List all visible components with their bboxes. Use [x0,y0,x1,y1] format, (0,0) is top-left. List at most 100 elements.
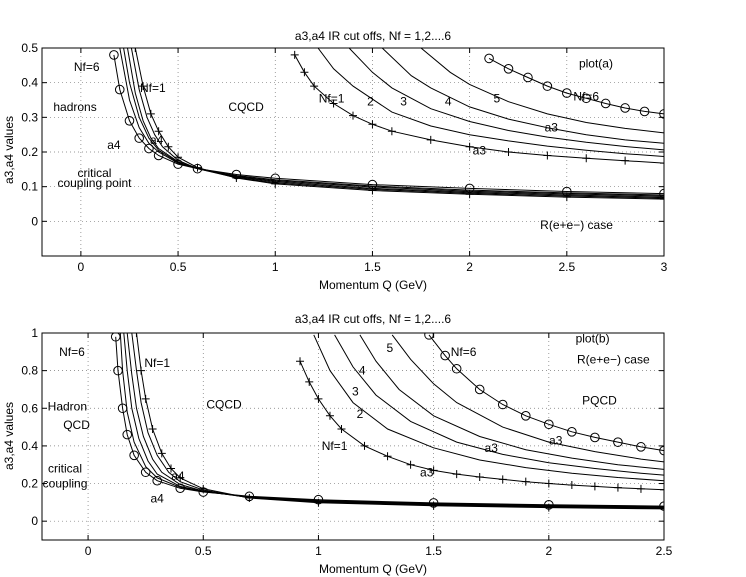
plot-b-annotation-9: 5 [387,341,394,355]
plot-a-series-a4-nf-6-point-5 [153,150,164,161]
plot-b-series-a3-nf-3-line [334,334,664,476]
plot-a-annotation-17: R(e+e−) case [540,218,613,232]
plot-a-xtick-label-3: 1.5 [364,260,381,274]
plot-b-series-a4-nf-1-point-7 [199,484,208,493]
plot-a-series-a3-nf-6-point-6 [600,98,611,109]
plot-b-series-a4-nf-6-point-13 [659,501,664,511]
plot-b-xtick-label-4: 2 [545,544,552,558]
plot-a-series-a3-nf-6-point-7 [620,103,630,113]
plot-a-series-a4-nf-6-point-1 [114,84,125,95]
plot-a-series-a4-nf-6-point-13 [659,188,664,199]
plot-b-series-a4-nf-6-point-3 [122,429,133,440]
plot-a-title: a3,a4 IR cut offs, Nf = 1,2....6 [295,29,452,43]
plot-a-series-a4-nf-1-point-11 [562,193,571,202]
plot-b-series-a3-nf-1-point-10 [475,472,484,481]
plot-a-annotation-6: a4 [150,133,164,147]
plot-b-series-a4-nf-1-point-3 [148,424,157,433]
plot-b-ytick-label-2: 0.4 [21,439,38,453]
plot-a-annotation-5: a4 [107,138,121,152]
plot-b-annotation-12: 2 [357,407,364,421]
plot-b-xtick-label-5: 2.5 [656,544,673,558]
plot-a-series-a3-nf-1-point-5 [368,120,377,129]
plot-b-annotation-2: Hadron [48,399,87,413]
plot-b-series-a3-nf-4-line [359,334,664,470]
plot-a-series-a3-nf-1-point-7 [426,135,435,144]
plot-a-ytick-label-4: 0.4 [21,76,38,90]
plot-a-ytick-label-3: 0.3 [21,110,38,124]
plot-b-series-a4-nf-6-point-5 [140,467,151,478]
plot-b-series-a3-nf-1-point-11 [498,475,507,484]
plot-a-annotation-15: a3 [545,121,559,135]
plot-b-series-a3-nf-2-line [313,334,664,482]
plot-a-series-a4-nf-6-point-4 [144,143,154,154]
plot-a-series-a3-nf-6-point-3 [542,81,553,91]
plot-b-series-a3-nf-1-point-4 [337,424,346,433]
plot-a-xtick-label-0: 0 [78,260,85,274]
plot-a-series-a3-nf-6-point-5 [581,93,592,104]
plot-b-xtick-label-0: 0 [85,544,92,558]
plot-a-xtick-label-5: 2.5 [558,260,575,274]
plot-b-annotation-11: 3 [352,384,359,398]
plot-a-series-a3-nf-6-line [488,57,664,115]
plot-a-series-a3-nf-1-point-11 [582,154,591,163]
plot-a-xtick-label-1: 0.5 [170,260,187,274]
plot-a-series-a3-nf-6-point-4 [562,88,572,98]
plot-a-series-a4-nf-1-point-10 [465,190,474,199]
plot-b-series-a4-nf-1-point-6 [176,473,185,482]
plot-b-ytick-label-1: 0.2 [21,477,38,491]
plot-a-series-a4-nf-1-point-8 [271,179,280,188]
plot-b-series-a3-nf-6-point-6 [544,419,554,430]
plot-b-annotation-16: R(e+e−) case [577,352,650,366]
plot-b-series-a4-nf-1-point-2 [141,394,150,403]
plot-b-series-a3-nf-1-point-8 [429,466,438,475]
plot-a-series-a4-nf-1-point-9 [368,186,377,195]
plot-b-annotation-3: QCD [63,418,90,432]
plot-b-series-a4-nf-6-point-0 [110,333,121,342]
plot-a-series-a4-nf-1-line [134,48,664,200]
plot-b-series-a3-nf-6-point-10 [636,442,646,452]
plot-b-series-a3-nf-1-point-17 [636,484,645,493]
plot-b-series-a3-nf-6-point-4 [497,399,508,410]
plot-b-series-a4-nf-1-point-11 [544,503,553,512]
plot-b-series-a3-nf-1-point-16 [613,483,622,492]
plot-a-annotation-8: coupling point [57,176,132,190]
plot-a-series-a3-nf-1-point-12 [621,156,630,165]
plot-b-series-a3-nf-6-point-5 [520,411,531,421]
plot-a-annotation-10: 2 [367,95,374,109]
plot-b-series-a3-nf-6-point-3 [474,384,485,395]
plot-b-annotation-18: a3 [485,441,499,455]
plot-a-annotation-0: plot(a) [579,57,613,71]
plot-b-series-a4-nf-1-point-0 [132,333,141,337]
plot-a-annotation-3: hadrons [53,100,96,114]
plot-b-series-a3-nf-1-point-9 [452,470,461,479]
plot-b-series-a4-nf-6-point-4 [129,450,139,461]
plot-a-annotation-1: Nf=6 [74,60,100,74]
plot-a-series-a4-nf-1-point-1 [139,82,148,91]
plot-a-ytick-label-1: 0.1 [21,180,38,194]
plot-b-series-a3-nf-1-point-2 [314,394,323,403]
plot-a-series-a3-nf-6-point-1 [503,64,514,74]
plot-a-annotation-13: 5 [493,91,500,105]
plot-b-panel: a3,a4 IR cut offs, Nf = 1,2....6 Momentu… [2,312,673,576]
plot-a-annotation-12: 4 [445,95,452,109]
plot-a-series-a3-nf-6-point-8 [639,106,650,117]
plot-a-series-a3-nf-2-line [317,48,664,157]
plot-a-series-a4-nf-1-point-2 [146,109,155,118]
plot-b-series-a4-nf-6-point-6 [152,475,162,486]
plot-a-series-a4-nf-6-point-0 [109,50,119,60]
plot-b-series-a3-nf-6-point-0 [424,333,434,340]
plot-b-annotation-14: Nf=6 [451,345,477,359]
plot-b-series-a4-nf-1-point-1 [137,366,146,375]
plot-a-xtick-label-6: 3 [661,260,668,274]
plot-b-xlabel: Momentum Q (GeV) [319,562,427,576]
plot-b-series-a4-nf-1-point-5 [167,464,176,473]
plot-b-annotation-10: 4 [359,364,366,378]
plot-a-series-a4-nf-1-point-6 [193,163,202,172]
plot-b-annotation-5: critical [48,461,82,475]
plot-b-annotation-1: Nf=1 [144,356,170,370]
plot-a-annotation-2: Nf=1 [140,81,166,95]
plot-b-ytick-label-0: 0 [31,514,38,528]
plot-b-series-a3-nf-6-point-2 [451,363,462,374]
plot-b-series-a3-nf-1-line [299,360,664,491]
